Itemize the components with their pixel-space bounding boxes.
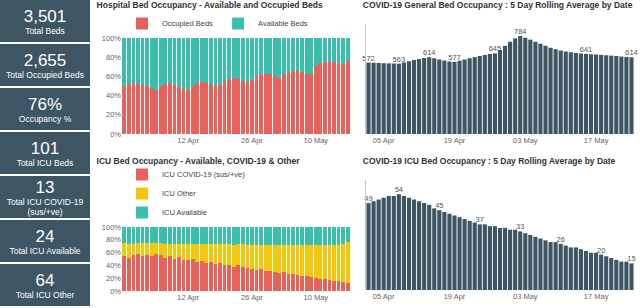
- svg-text:10 May: 10 May: [303, 293, 328, 302]
- html-text:76%: 76%: [28, 94, 62, 114]
- html-text:Total Occupied Beds: Total Occupied Beds: [6, 69, 84, 80]
- svg-text:19 Apr: 19 Apr: [444, 292, 466, 301]
- svg-text:784: 784: [514, 27, 527, 36]
- html-text:101: 101: [30, 138, 60, 158]
- svg-text:COVID-19 ICU Bed Occupancy : 5: COVID-19 ICU Bed Occupancy : 5 Day Rolli…: [363, 156, 616, 166]
- svg-text:33: 33: [516, 222, 524, 231]
- html-text:Total ICU Other: Total ICU Other: [15, 289, 75, 300]
- html-text:3,501: 3,501: [23, 6, 67, 26]
- svg-text:12 Apr: 12 Apr: [177, 293, 199, 302]
- svg-text:17 May: 17 May: [584, 136, 609, 145]
- svg-text:10 May: 10 May: [303, 136, 328, 145]
- html-text:Total ICU Beds: Total ICU Beds: [16, 157, 74, 168]
- svg-text:45: 45: [435, 201, 443, 210]
- svg-text:Hospital Bed Occupancy - Avail: Hospital Bed Occupancy - Available and O…: [97, 0, 323, 10]
- svg-text:577: 577: [448, 53, 461, 62]
- svg-text:17 May: 17 May: [584, 292, 609, 301]
- svg-text:20: 20: [597, 246, 605, 255]
- svg-text:15: 15: [627, 254, 635, 263]
- svg-text:37: 37: [476, 215, 484, 224]
- svg-text:645: 645: [489, 44, 502, 53]
- svg-text:49: 49: [364, 194, 372, 203]
- svg-text:100%: 100%: [102, 223, 122, 232]
- svg-text:0%: 0%: [110, 130, 121, 139]
- svg-text:0%: 0%: [110, 287, 121, 296]
- html-text:Total Beds: Total Beds: [25, 25, 65, 36]
- html-text:13: 13: [35, 177, 55, 197]
- svg-text:05 Apr: 05 Apr: [373, 136, 395, 145]
- svg-text:100%: 100%: [102, 34, 122, 43]
- svg-text:05 Apr: 05 Apr: [373, 292, 395, 301]
- svg-text:614: 614: [423, 48, 436, 57]
- html-text:64: 64: [35, 270, 55, 290]
- html-text:Occupancy %: Occupancy %: [18, 113, 72, 124]
- svg-text:614: 614: [625, 48, 638, 57]
- svg-text:20%: 20%: [106, 274, 121, 283]
- svg-text:ICU COVID-19 (sus/+ve): ICU COVID-19 (sus/+ve): [162, 170, 245, 179]
- svg-text:ICU Bed Occupancy - Available,: ICU Bed Occupancy - Available, COVID-19 …: [97, 156, 301, 166]
- svg-text:54: 54: [395, 185, 403, 194]
- html-text:Total ICU Available: Total ICU Available: [9, 245, 81, 256]
- svg-text:80%: 80%: [106, 53, 121, 62]
- svg-text:60%: 60%: [106, 248, 121, 257]
- svg-text:20%: 20%: [106, 110, 121, 119]
- svg-text:641: 641: [580, 45, 593, 54]
- svg-text:Available Beds: Available Beds: [258, 19, 308, 28]
- svg-text:60%: 60%: [106, 72, 121, 81]
- svg-text:572: 572: [362, 54, 375, 63]
- svg-text:Occupied Beds: Occupied Beds: [162, 19, 213, 28]
- svg-text:80%: 80%: [106, 235, 121, 244]
- svg-text:19 Apr: 19 Apr: [444, 136, 466, 145]
- html-text:2,655: 2,655: [23, 50, 67, 70]
- svg-text:ICU Available: ICU Available: [162, 208, 207, 217]
- svg-text:26: 26: [557, 235, 565, 244]
- html-text:24: 24: [35, 226, 55, 246]
- svg-text:563: 563: [393, 55, 406, 64]
- svg-text:03 May: 03 May: [513, 136, 538, 145]
- svg-text:COVID-19 General Bed Occupancy: COVID-19 General Bed Occupancy : 5 Day R…: [363, 0, 633, 10]
- svg-text:40%: 40%: [106, 261, 121, 270]
- svg-text:26 Apr: 26 Apr: [241, 136, 263, 145]
- svg-text:ICU Other: ICU Other: [162, 189, 196, 198]
- svg-text:03 May: 03 May: [513, 292, 538, 301]
- svg-text:12 Apr: 12 Apr: [177, 136, 199, 145]
- svg-text:26 Apr: 26 Apr: [241, 293, 263, 302]
- svg-text:40%: 40%: [106, 91, 121, 100]
- html-text:Total ICU COVID-19 (sus/+ve): Total ICU COVID-19 (sus/+ve): [6, 196, 84, 217]
